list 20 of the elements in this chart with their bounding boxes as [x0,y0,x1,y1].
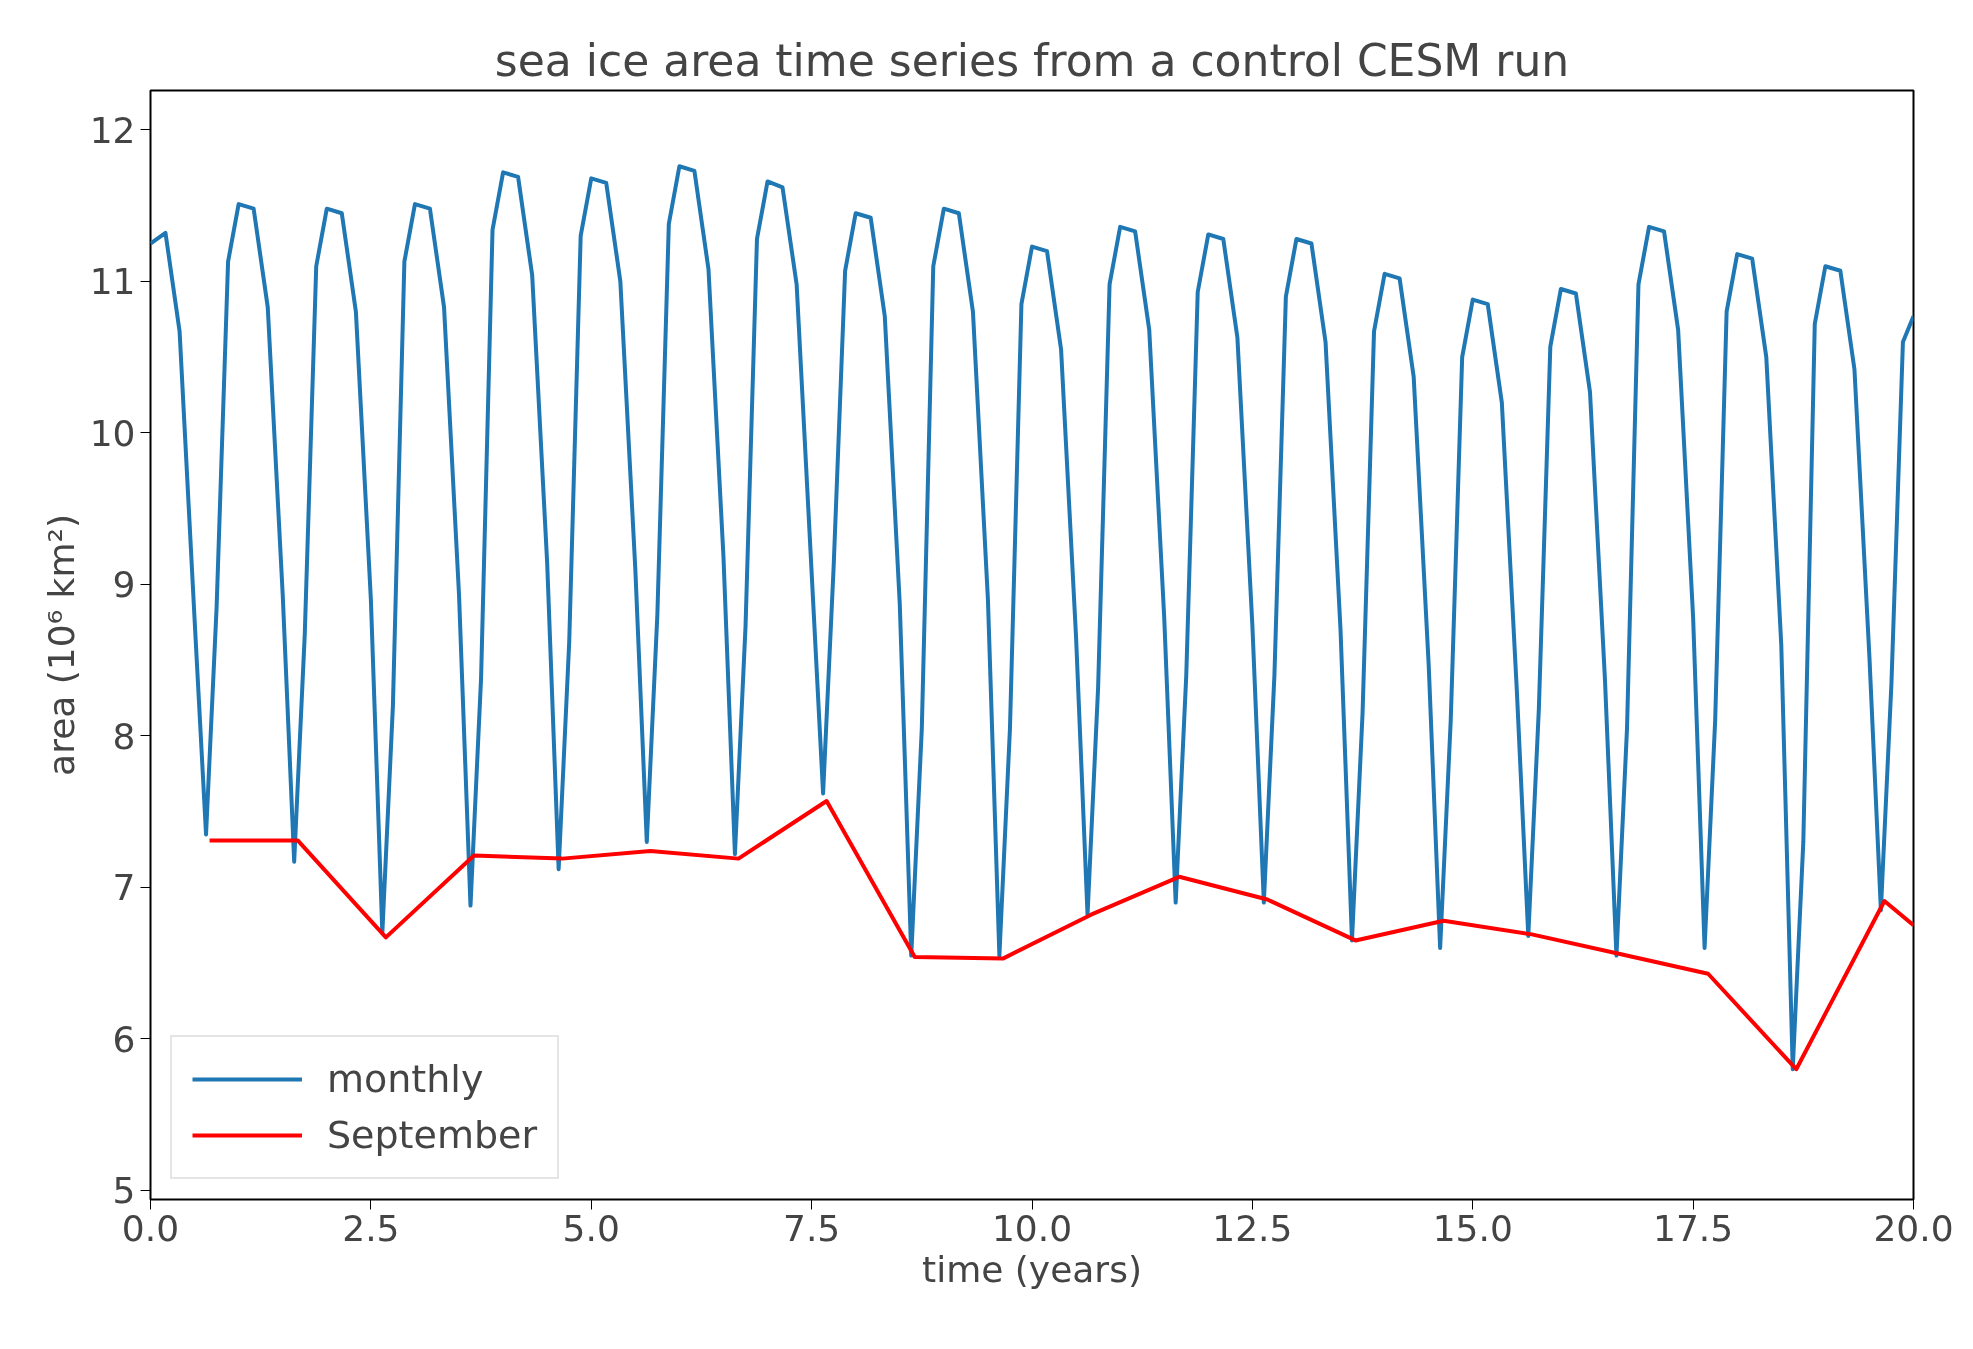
y-axis-title: area (10⁶ km²) [40,514,82,776]
legend-label: September [327,1113,538,1157]
x-tick-label: 2.5 [342,1207,400,1249]
y-tick-label: 12 [89,109,136,151]
x-tick-label: 10.0 [991,1207,1073,1249]
x-tick-label: 12.5 [1212,1207,1293,1249]
x-tick-label: 17.5 [1653,1207,1734,1249]
y-tick-label: 6 [112,1018,136,1060]
y-tick-label: 11 [89,261,136,303]
x-tick-label: 7.5 [783,1207,841,1249]
x-axis-title: time (years) [922,1248,1142,1290]
chart-title: sea ice area time series from a control CESM run [494,34,1570,86]
y-tick-label: 9 [112,564,136,606]
y-tick-label: 7 [112,867,136,909]
x-tick-label: 15.0 [1432,1207,1513,1249]
y-tick-label: 10 [89,412,136,454]
x-tick-label: 20.0 [1873,1207,1954,1249]
y-tick-label: 8 [112,715,136,757]
legend-label: monthly [327,1057,484,1101]
x-tick-label: 5.0 [562,1207,620,1249]
